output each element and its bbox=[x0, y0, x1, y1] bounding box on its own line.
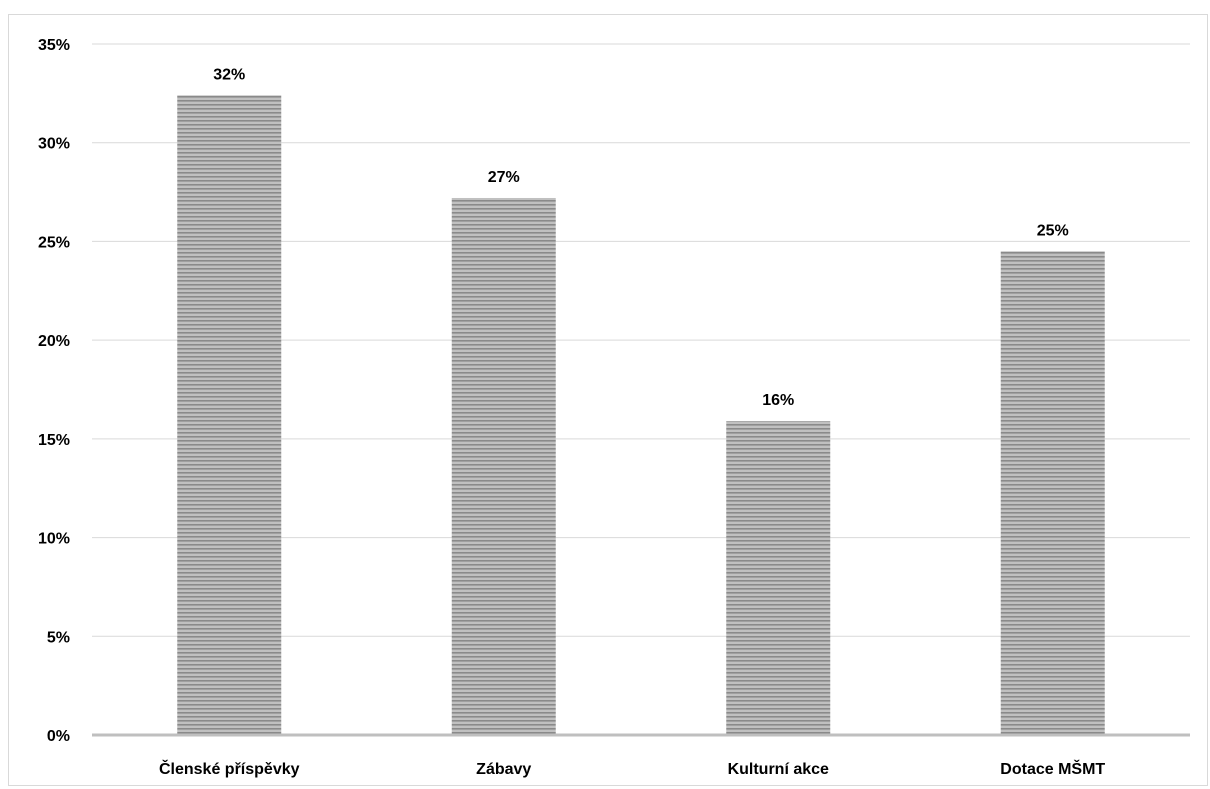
category-label: Členské příspěvky bbox=[159, 759, 300, 778]
bars bbox=[177, 95, 1105, 736]
y-tick-label: 0% bbox=[47, 728, 70, 745]
data-label: 25% bbox=[1037, 222, 1069, 239]
y-tick-label: 10% bbox=[38, 531, 70, 548]
data-label: 16% bbox=[762, 392, 794, 409]
bar bbox=[177, 95, 282, 736]
category-label: Kulturní akce bbox=[728, 761, 829, 778]
y-tick-label: 15% bbox=[38, 432, 70, 449]
category-label: Dotace MŠMT bbox=[1000, 759, 1105, 778]
y-tick-label: 35% bbox=[38, 37, 70, 54]
data-label: 27% bbox=[488, 169, 520, 186]
y-tick-label: 5% bbox=[47, 629, 70, 646]
category-label: Zábavy bbox=[476, 761, 531, 778]
category-labels: Členské příspěvky Zábavy Kulturní akce Dota… bbox=[159, 759, 1105, 778]
data-labels: 32% 27% 16% 25% bbox=[213, 66, 1069, 409]
bar bbox=[1000, 251, 1105, 736]
y-tick-label: 30% bbox=[38, 136, 70, 153]
y-axis-ticks: 0% 5% 10% 15% 20% 25% 30% 35% bbox=[38, 37, 70, 745]
bar bbox=[726, 421, 831, 735]
y-tick-label: 20% bbox=[38, 333, 70, 350]
y-tick-label: 25% bbox=[38, 234, 70, 251]
data-label: 32% bbox=[213, 66, 245, 83]
bar bbox=[451, 197, 556, 736]
